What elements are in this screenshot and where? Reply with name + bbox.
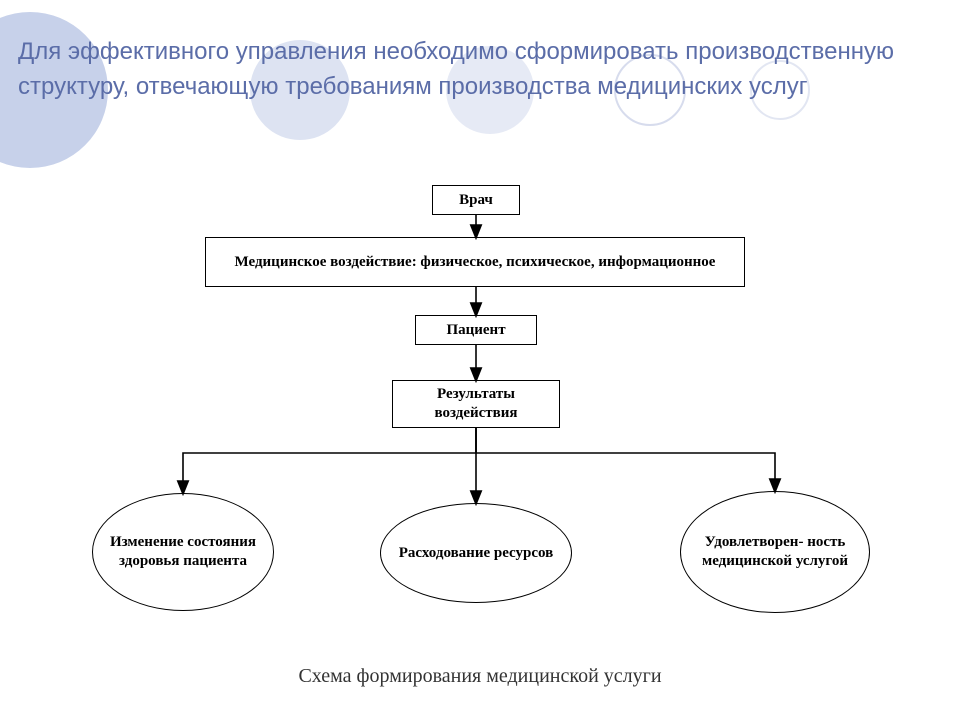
node-change: Изменение состояния здоровья пациента: [92, 493, 274, 611]
node-spend: Расходование ресурсов: [380, 503, 572, 603]
node-satisf: Удовлетворен- ность медицинской услугой: [680, 491, 870, 613]
node-doctor: Врач: [432, 185, 520, 215]
diagram-caption: Схема формирования медицинской услуги: [0, 665, 960, 688]
edge-results-to-satisf: [476, 428, 775, 491]
node-results: Результаты воздействия: [392, 380, 560, 428]
header-text: Для эффективного управления необходимо с…: [18, 35, 940, 105]
flowchart-diagram: Врач Медицинское воздействие: физическое,…: [0, 185, 960, 665]
node-patient: Пациент: [415, 315, 537, 345]
edge-results-to-change: [183, 428, 476, 493]
node-effect: Медицинское воздействие: физическое, пси…: [205, 237, 745, 287]
